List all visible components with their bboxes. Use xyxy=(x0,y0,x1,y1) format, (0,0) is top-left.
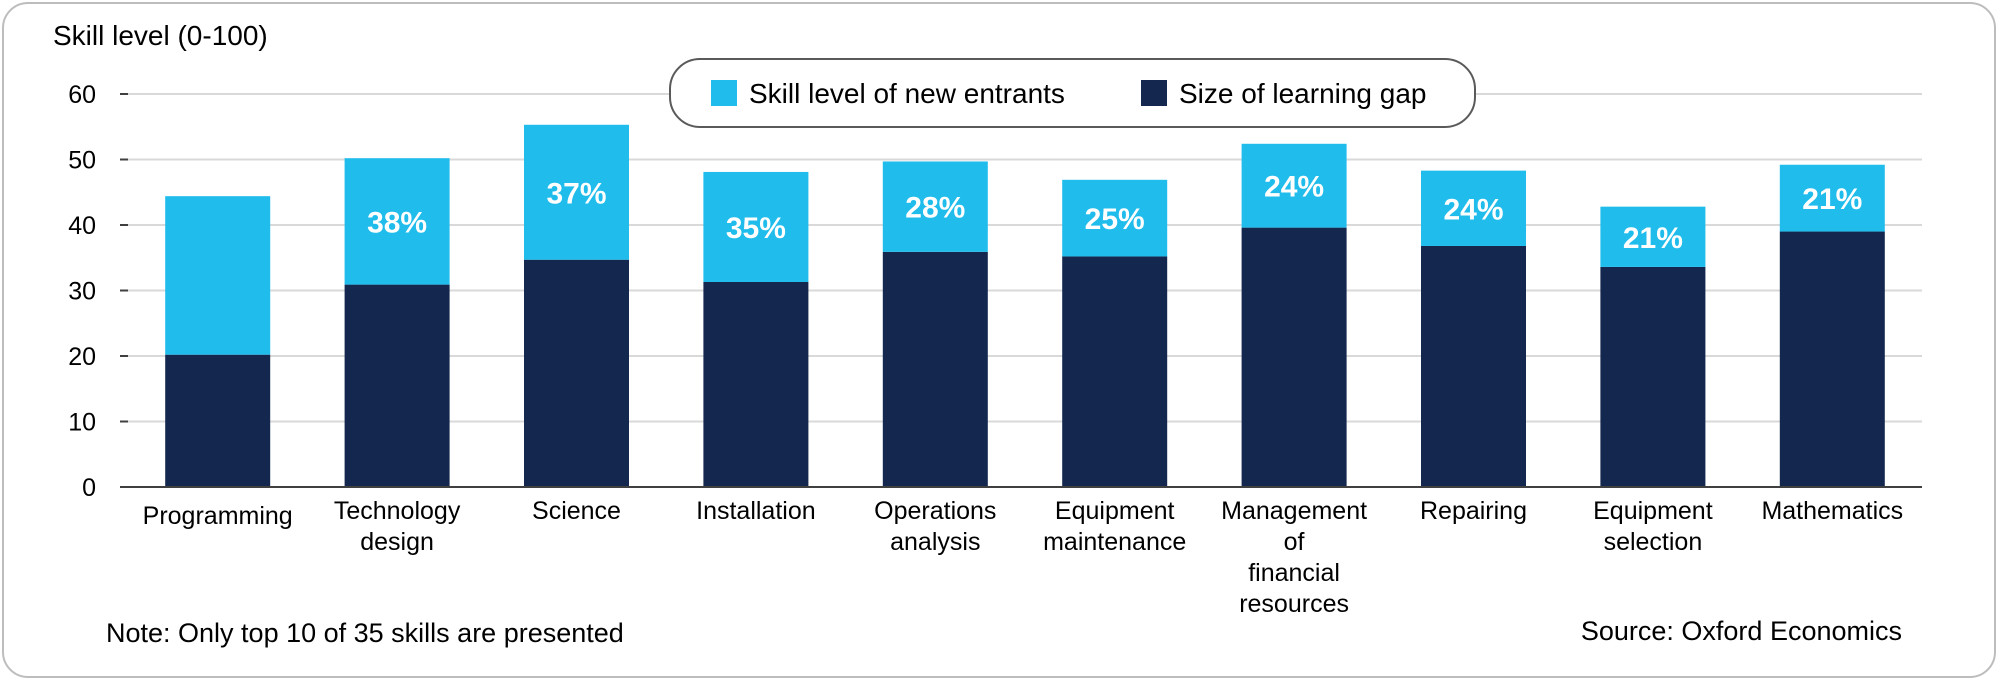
y-tick-label: 0 xyxy=(82,474,96,502)
y-tick-label: 60 xyxy=(68,81,96,109)
bar-new-entrants xyxy=(524,124,629,260)
y-tick-label: 50 xyxy=(68,147,96,175)
y-tick-label: 20 xyxy=(68,343,96,371)
bar-learning-gap xyxy=(165,354,271,487)
bar-new-entrants xyxy=(882,161,988,252)
y-axis-label: Skill level (0-100) xyxy=(53,20,268,51)
x-category-label: Science xyxy=(532,497,621,525)
x-category-label: Mathematics xyxy=(1761,497,1903,525)
bar-new-entrants xyxy=(165,196,271,355)
bar-data-label: 21% xyxy=(1802,183,1862,216)
legend-label-new-entrants: Skill level of new entrants xyxy=(749,78,1065,109)
bar-learning-gap xyxy=(882,251,988,487)
bar-learning-gap xyxy=(1421,245,1526,487)
bar-data-label: 24% xyxy=(1443,193,1503,226)
bar-learning-gap xyxy=(1062,256,1168,487)
bar-learning-gap xyxy=(524,259,629,487)
source-note: Source: Oxford Economics xyxy=(1581,616,1902,646)
bar-new-entrants xyxy=(703,171,809,282)
legend: Skill level of new entrants Size of lear… xyxy=(669,58,1476,128)
bar-data-label: 25% xyxy=(1085,203,1145,236)
x-category-labels: Programming Technology design Science Instal… xyxy=(143,497,1903,618)
bars: 38% 37% 35% 28% 25% 24% 24% 21% 21% xyxy=(165,124,1885,487)
bar-learning-gap xyxy=(1600,266,1706,487)
bar-data-label: 24% xyxy=(1264,171,1324,204)
x-category-label: Repairing xyxy=(1420,497,1527,525)
bar-data-label: 35% xyxy=(726,212,786,245)
legend-swatch-new-entrants xyxy=(711,80,737,106)
legend-swatch-learning-gap xyxy=(1141,80,1167,106)
bar-new-entrants xyxy=(1241,143,1347,228)
x-category-label: Management of financial resources xyxy=(1221,497,1367,618)
bar-new-entrants xyxy=(1600,206,1706,267)
bar-learning-gap xyxy=(1241,227,1347,487)
bar-new-entrants xyxy=(1779,164,1885,232)
bar-learning-gap xyxy=(344,284,450,487)
bar-learning-gap xyxy=(703,281,809,487)
bar-data-label: 37% xyxy=(546,177,606,210)
x-category-label: Equipment selection xyxy=(1593,497,1713,556)
y-tick-label: 40 xyxy=(68,212,96,240)
bar-learning-gap xyxy=(1779,231,1885,487)
bar-new-entrants xyxy=(1062,179,1168,257)
x-category-label: Installation xyxy=(696,497,816,525)
legend-label-learning-gap: Size of learning gap xyxy=(1179,78,1427,109)
x-category-label: Technology design xyxy=(334,497,461,556)
bar-data-label: 28% xyxy=(905,192,965,225)
y-tick-label: 10 xyxy=(68,409,96,437)
footnote: Note: Only top 10 of 35 skills are prese… xyxy=(106,618,624,648)
bar-data-label: 38% xyxy=(367,206,427,239)
bar-new-entrants xyxy=(1421,170,1526,246)
x-category-label: Programming xyxy=(143,502,293,530)
x-category-label: Equipment maintenance xyxy=(1043,497,1186,556)
bar-data-label: 21% xyxy=(1623,222,1683,255)
y-tick-label: 30 xyxy=(68,278,96,306)
x-category-label: Operations analysis xyxy=(874,497,996,556)
bar-new-entrants xyxy=(344,158,450,285)
legend-box xyxy=(669,58,1476,128)
y-tick-labels: 0 10 20 30 40 50 60 xyxy=(68,81,96,502)
